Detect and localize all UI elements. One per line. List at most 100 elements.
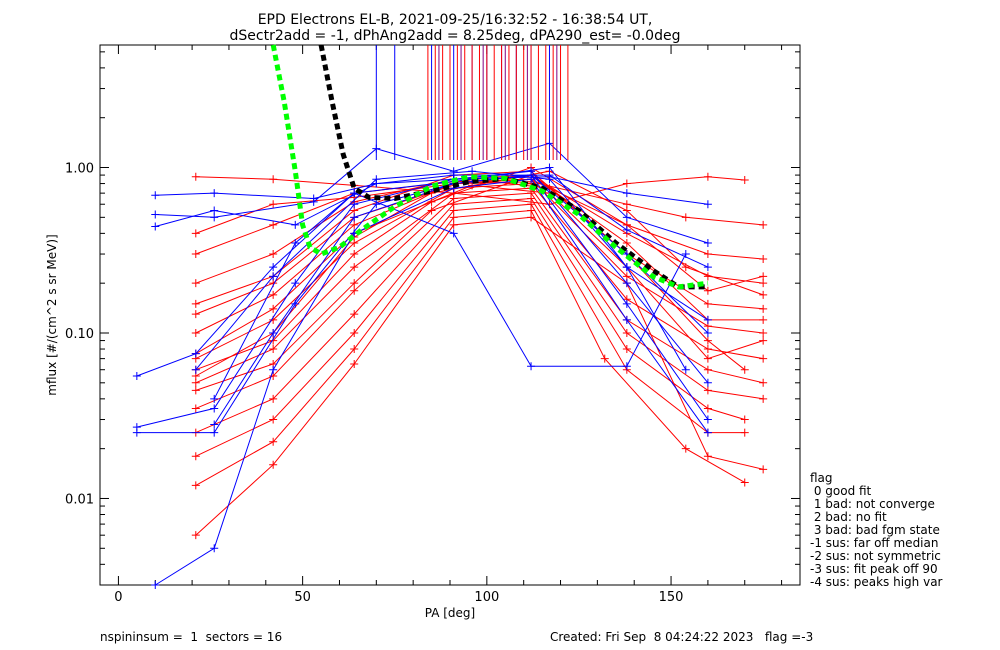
series-point: [269, 290, 278, 299]
series-point: [703, 415, 712, 424]
series-point: [740, 365, 749, 374]
series-point: [291, 238, 300, 247]
series-point: [703, 263, 712, 272]
x-tick-label: 150: [659, 590, 684, 605]
series-point: [759, 272, 768, 281]
series-point: [703, 328, 712, 337]
series-point: [622, 263, 631, 272]
series-line: [195, 183, 764, 360]
series-point: [449, 229, 458, 238]
series-point: [703, 378, 712, 387]
series-point: [681, 263, 690, 272]
series-point: [191, 349, 200, 358]
series-point: [622, 238, 631, 247]
series-point: [269, 365, 278, 374]
series-point: [210, 544, 219, 553]
series-point: [740, 415, 749, 424]
series-point: [151, 210, 160, 219]
series-point: [703, 200, 712, 209]
series-point: [740, 176, 749, 185]
series-line: [195, 178, 746, 371]
series-point: [622, 315, 631, 324]
series-point: [759, 279, 768, 288]
series-point: [622, 213, 631, 222]
series-point: [350, 189, 359, 198]
series-point: [622, 189, 631, 198]
series-point: [468, 167, 477, 176]
series-point: [622, 299, 631, 308]
series-point: [703, 299, 712, 308]
series-point: [427, 206, 436, 215]
legend-entry: 3 bad: bad fgm state: [810, 523, 940, 537]
series-point: [703, 386, 712, 395]
series-point: [622, 362, 631, 371]
series-point: [545, 163, 554, 172]
series-point: [191, 404, 200, 413]
chart-subtitle: dSectr2add = -1, dPhAng2add = 8.25deg, d…: [230, 28, 681, 44]
series-line: [155, 176, 708, 205]
x-tick-label: 50: [294, 590, 311, 605]
series-point: [191, 481, 200, 490]
series-point: [350, 286, 359, 295]
series-point: [269, 200, 278, 209]
series-point: [191, 172, 200, 181]
series-point: [210, 213, 219, 222]
series-line: [195, 209, 745, 486]
series-line: [155, 174, 709, 268]
legend-entry: 1 bad: not converge: [810, 497, 935, 511]
series-line: [195, 216, 764, 536]
series-point: [151, 581, 160, 589]
series-point: [759, 378, 768, 387]
series-point: [622, 328, 631, 337]
series-point: [191, 229, 200, 238]
series-point: [759, 290, 768, 299]
series-point: [350, 345, 359, 354]
series-point: [703, 345, 712, 354]
x-tick-label: 100: [474, 590, 499, 605]
series-point: [191, 365, 200, 374]
series-point: [269, 345, 278, 354]
y-axis-label: mflux [#/(cm^2 s sr MeV)]: [45, 234, 59, 395]
series-point: [350, 250, 359, 259]
series-point: [269, 336, 278, 345]
footer-left: nspininsum = 1 sectors = 16: [100, 630, 282, 644]
legend-entry: 0 good fit: [810, 484, 872, 498]
series-line: [213, 174, 709, 425]
series-line: [195, 176, 745, 205]
series-point: [622, 345, 631, 354]
series-point: [210, 189, 219, 198]
series-point: [622, 279, 631, 288]
series-point: [759, 254, 768, 263]
legend-entry: -1 sus: far off median: [810, 536, 938, 550]
spike-series: [375, 45, 569, 160]
series-point: [269, 328, 278, 337]
series-point: [681, 250, 690, 259]
series-point: [350, 310, 359, 319]
legend-entry: -2 sus: not symmetric: [810, 549, 941, 563]
series-point: [210, 428, 219, 437]
series-point: [527, 206, 536, 215]
series-line: [136, 166, 687, 377]
series-point: [269, 250, 278, 259]
series-line: [195, 174, 764, 391]
series-line: [136, 170, 709, 428]
series-point: [191, 378, 200, 387]
series-point: [210, 420, 219, 429]
series-point: [269, 437, 278, 446]
series-point: [191, 452, 200, 461]
series-point: [191, 310, 200, 319]
series-point: [759, 465, 768, 474]
fit-curve: [270, 44, 709, 290]
series-point: [703, 172, 712, 181]
series-point: [759, 328, 768, 337]
series-point: [151, 222, 160, 231]
series-point: [740, 428, 749, 437]
series-point: [759, 315, 768, 324]
x-axis-label: PA [deg]: [425, 606, 475, 620]
series-point: [269, 272, 278, 281]
series-point: [291, 220, 300, 229]
series-point: [545, 175, 554, 184]
series-point: [191, 386, 200, 395]
series-point: [527, 362, 536, 371]
